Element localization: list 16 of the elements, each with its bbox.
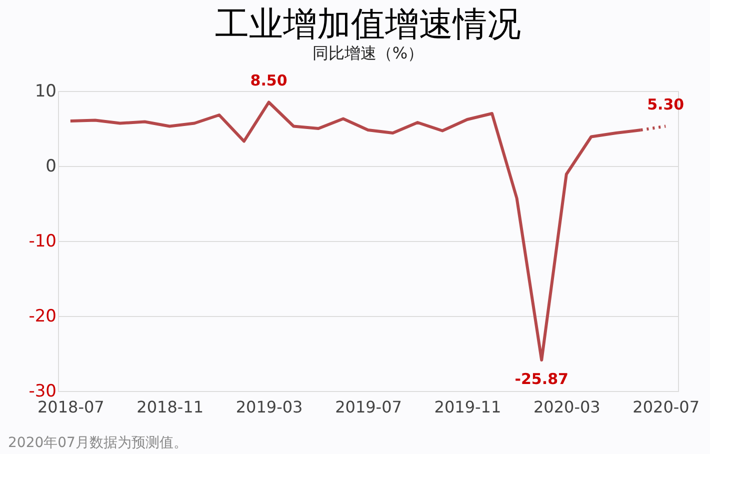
y-tick-label: 10	[34, 82, 56, 102]
data-label: 5.30	[647, 95, 684, 114]
x-tick-label: 2019-07	[335, 398, 402, 416]
data-label: -25.87	[514, 370, 568, 388]
x-tick-label: 2020-07	[632, 398, 700, 416]
x-tick-label: 2020-03	[533, 398, 600, 416]
data-label: 8.50	[250, 71, 288, 90]
x-tick-label: 2019-03	[236, 398, 303, 416]
x-tick-label: 2019-11	[434, 398, 502, 416]
text: 2020年07月数据为预测值。	[8, 435, 188, 451]
chart-title: 工业增加值增速情况	[215, 4, 521, 44]
y-tick-label: 0	[46, 156, 56, 176]
x-tick-label: 2018-11	[136, 398, 204, 416]
y-tick-label: -10	[28, 232, 56, 252]
chart-subtitle: 同比增速（%）	[312, 43, 424, 62]
y-tick-label: -20	[28, 306, 56, 326]
